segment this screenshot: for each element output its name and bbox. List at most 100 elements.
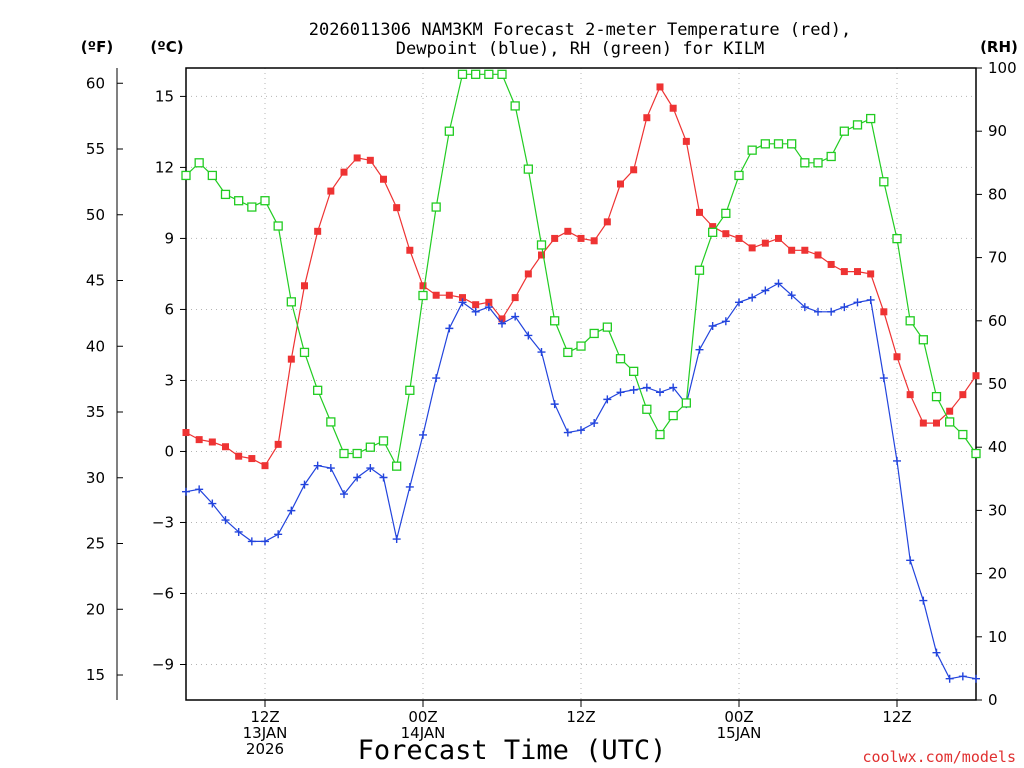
- temperature-point: [761, 239, 769, 247]
- temperature-point: [511, 294, 519, 302]
- rh-point: [484, 69, 494, 79]
- rh-point: [602, 322, 612, 332]
- dewpoint-point: [840, 303, 849, 312]
- temperature-point: [248, 455, 256, 463]
- rh-point: [313, 385, 323, 395]
- celsius-unit-label: (ºC): [150, 38, 183, 56]
- temperature-point: [327, 187, 335, 195]
- celsius-tick-label: −6: [152, 584, 174, 602]
- temperature-point: [827, 260, 835, 268]
- rh-point: [931, 391, 942, 402]
- rh-point: [418, 290, 428, 301]
- temperature-point: [696, 208, 703, 216]
- temperature-point: [801, 246, 809, 254]
- temperature-point: [656, 83, 664, 91]
- rh-point: [181, 170, 191, 181]
- celsius-tick-label: 9: [164, 229, 174, 247]
- temperature-point: [419, 282, 427, 290]
- x-axis-label: Forecast Time (UTC): [358, 735, 667, 766]
- temperature-point: [340, 168, 348, 176]
- dewpoint-point: [247, 537, 256, 546]
- temperature-point: [735, 234, 743, 242]
- rh-point: [787, 139, 797, 149]
- temperature-point: [788, 246, 796, 254]
- dewpoint-point: [735, 298, 743, 307]
- fahrenheit-tick-label: 35: [86, 403, 105, 421]
- rh-point: [457, 69, 468, 79]
- rh-point: [958, 429, 968, 440]
- dewpoint-point: [537, 348, 546, 357]
- temperature-point: [432, 291, 440, 299]
- temperature-point: [261, 462, 269, 470]
- rh-point: [563, 347, 573, 358]
- temperature-point: [906, 391, 914, 399]
- temperature-point: [775, 234, 782, 242]
- dewpoint-point: [484, 303, 493, 312]
- dewpoint-point: [774, 279, 783, 288]
- dewpoint-point: [932, 648, 941, 657]
- rh-tick-label: 20: [988, 565, 1007, 583]
- dewpoint-point: [392, 535, 401, 544]
- temperature-point: [577, 234, 585, 242]
- temperature-point: [406, 246, 414, 254]
- rh-point: [655, 429, 665, 440]
- temperature-point: [353, 154, 361, 162]
- temperature-point: [564, 227, 572, 235]
- dewpoint-point: [656, 388, 664, 397]
- rh-point: [629, 366, 639, 377]
- dewpoint-point: [800, 303, 809, 312]
- temperature-point: [222, 443, 229, 451]
- dewpoint-point: [853, 298, 862, 307]
- temperature-point: [630, 166, 638, 174]
- rh-point: [273, 221, 283, 231]
- temperature-point: [840, 268, 848, 276]
- dewpoint-series: [182, 279, 980, 683]
- fahrenheit-tick-label: 50: [86, 206, 105, 224]
- fahrenheit-tick-label: 20: [86, 600, 105, 618]
- dewpoint-point: [313, 461, 322, 470]
- rh-point: [681, 398, 691, 408]
- dewpoint-point: [866, 295, 875, 304]
- rh-point: [826, 151, 836, 162]
- rh-tick-label: 50: [988, 375, 1007, 393]
- time-tick-label: 15JAN: [717, 724, 762, 742]
- series-layer: [181, 69, 981, 683]
- rh-point: [510, 101, 520, 111]
- temperature-point: [867, 270, 875, 278]
- time-tick-label: 00Z: [408, 708, 437, 726]
- dewpoint-point: [603, 395, 612, 404]
- time-tick-label: 12Z: [566, 708, 595, 726]
- temperature-point: [380, 175, 387, 183]
- dewpoint-point: [353, 473, 362, 482]
- temperature-point: [880, 308, 888, 316]
- temperature-point: [538, 251, 545, 259]
- rh-point: [497, 69, 507, 79]
- temperature-point: [551, 234, 559, 242]
- dewpoint-point: [748, 293, 757, 302]
- dewpoint-point: [590, 419, 599, 428]
- fahrenheit-tick-label: 60: [86, 74, 105, 92]
- rh-point: [918, 335, 928, 345]
- temperature-point: [485, 298, 493, 306]
- rh-tick-label: 30: [988, 501, 1007, 519]
- dewpoint-point: [471, 307, 480, 316]
- dewpoint-point: [340, 490, 348, 499]
- rh-point: [339, 448, 349, 459]
- rh-point: [879, 177, 889, 187]
- temperature-point: [959, 391, 967, 399]
- axes: 6055504540353025201515129630−3−6−9100908…: [86, 59, 1017, 758]
- rh-point: [234, 196, 244, 206]
- fahrenheit-tick-label: 30: [86, 469, 105, 487]
- temperature-point: [603, 218, 611, 226]
- temperature-point: [854, 268, 861, 276]
- dewpoint-point: [708, 322, 717, 331]
- rh-point: [523, 164, 533, 174]
- rh-tick-label: 100: [988, 59, 1017, 77]
- time-tick-label: 12Z: [250, 708, 279, 726]
- time-tick-label: 00Z: [724, 708, 753, 726]
- rh-point: [642, 404, 652, 414]
- dewpoint-point: [261, 537, 269, 546]
- celsius-tick-label: 6: [164, 300, 174, 318]
- rh-point: [773, 139, 784, 149]
- dewpoint-point: [919, 596, 928, 605]
